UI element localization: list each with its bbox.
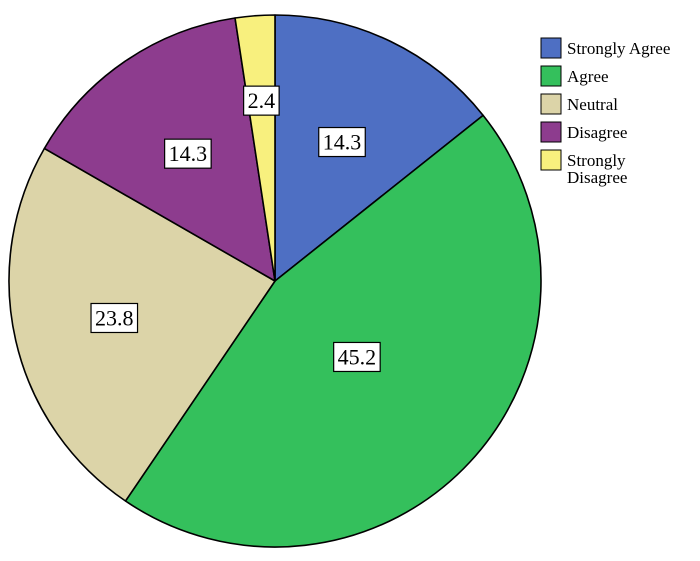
data-label-disagree: 14.3: [164, 138, 212, 169]
pie-data-labels: 14.3 45.2 23.8 14.3 2.4: [90, 85, 381, 373]
pie-slice-agree: [124, 114, 542, 548]
legend-swatch: [540, 93, 562, 115]
data-label-box: [318, 126, 366, 158]
legend-swatch: [540, 149, 562, 171]
legend-label: Strongly: [567, 151, 626, 170]
legend-swatch: [540, 121, 562, 143]
data-label-neutral: 23.8: [90, 302, 139, 334]
legend: Strongly AgreeAgreeNeutralDisagreeStrong…: [540, 37, 670, 187]
pie-slice-strongly-disagree: [234, 14, 276, 282]
pie-slice-disagree: [43, 17, 276, 282]
data-label-text: 23.8: [95, 305, 134, 330]
legend-swatch: [540, 37, 562, 59]
data-label-text: 2.4: [248, 88, 276, 113]
legend-label: Disagree: [567, 168, 627, 187]
data-label-box: [164, 138, 212, 169]
legend-item-agree: Agree: [540, 65, 609, 87]
legend-item-strongly-agree: Strongly Agree: [540, 37, 670, 59]
pie-slice-neutral: [8, 147, 276, 502]
data-label-text: 14.3: [169, 141, 208, 166]
legend-label: Agree: [567, 67, 609, 86]
data-label-agree: 45.2: [333, 341, 381, 373]
data-label-text: 14.3: [323, 130, 362, 155]
data-label-box: [243, 85, 280, 116]
data-label-strongly-disagree: 2.4: [243, 85, 280, 116]
legend-swatch: [540, 65, 562, 87]
data-label-box: [90, 302, 139, 334]
data-label-box: [333, 341, 381, 373]
legend-item-neutral: Neutral: [540, 93, 618, 115]
pie-slice-strongly-agree: [274, 14, 484, 282]
legend-label: Strongly Agree: [567, 39, 670, 58]
legend-label: Disagree: [567, 123, 627, 142]
data-label-text: 45.2: [338, 344, 377, 369]
pie-slices: [8, 14, 542, 548]
legend-item-disagree: Disagree: [540, 121, 627, 143]
data-label-strongly-agree: 14.3: [318, 126, 366, 158]
legend-label: Neutral: [567, 95, 618, 114]
